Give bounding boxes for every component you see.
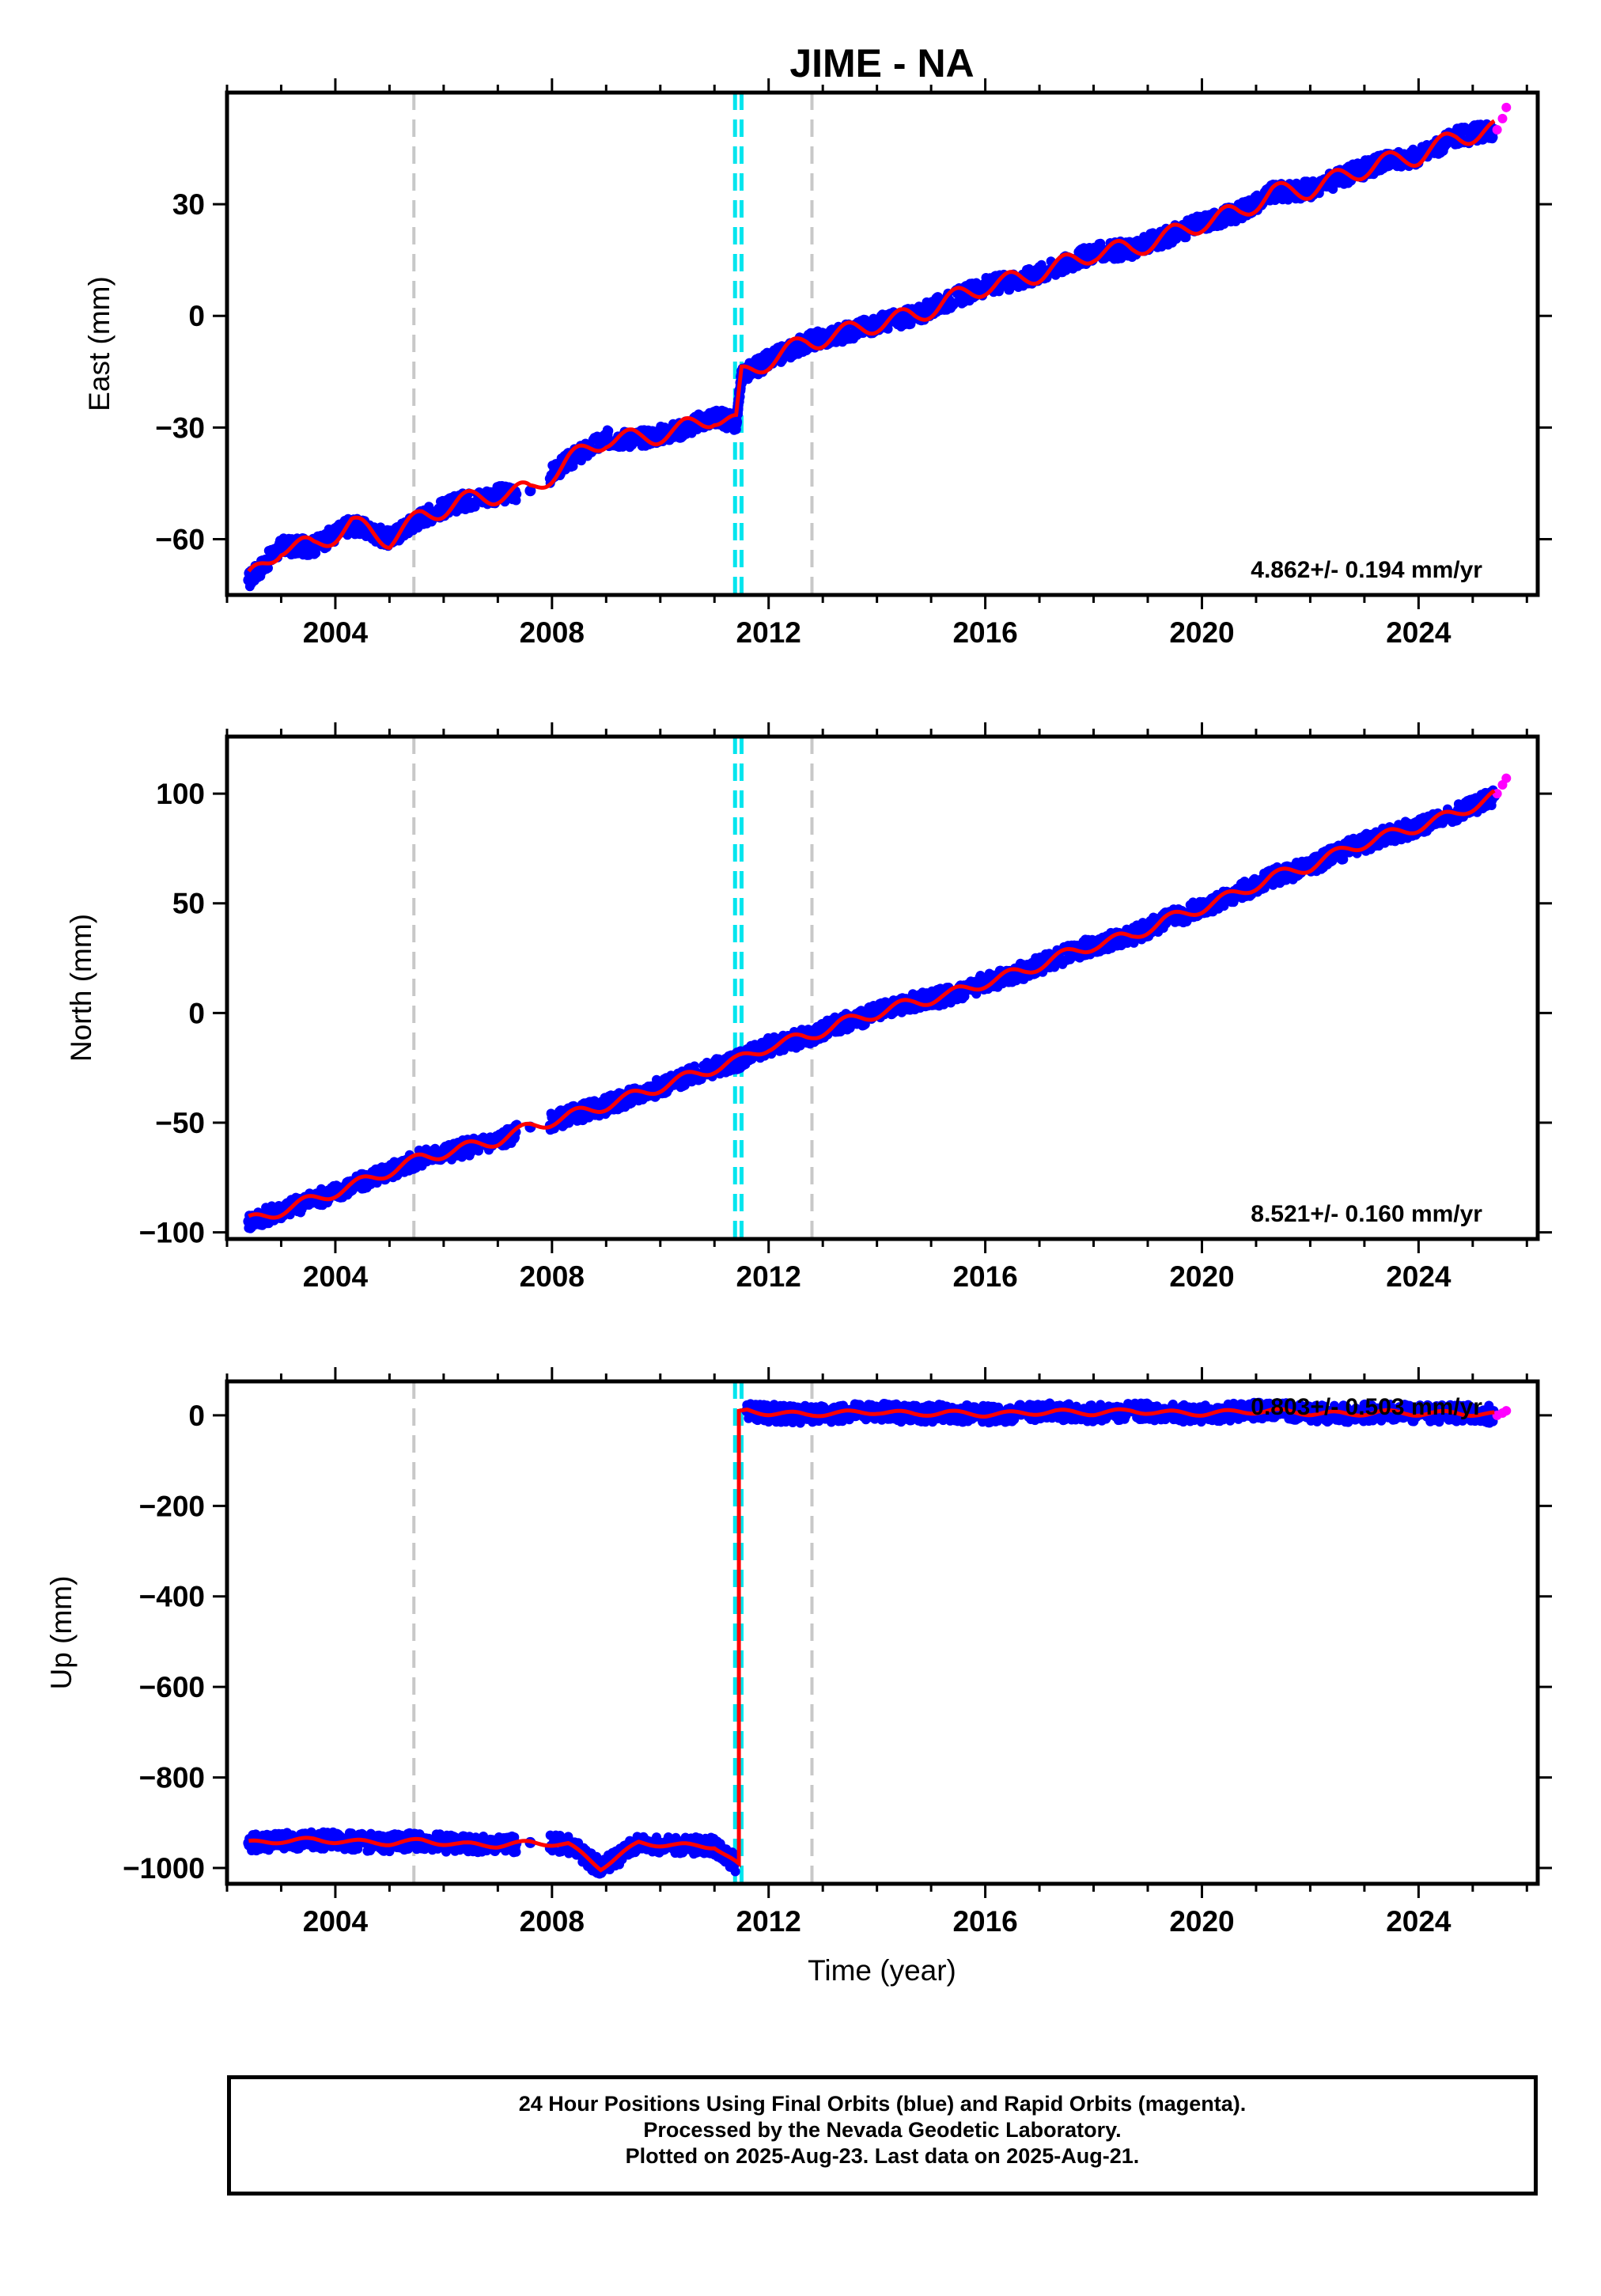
- rapid-orbit-point: [1501, 102, 1512, 112]
- final-orbit-point: [524, 485, 536, 497]
- final-orbit-point: [730, 1866, 740, 1877]
- final-orbit-point: [492, 489, 504, 500]
- final-orbit-point: [959, 991, 970, 1002]
- x-tick-label: 2016: [952, 1260, 1017, 1293]
- rapid-orbit-point: [1501, 773, 1512, 783]
- x-tick-label: 2004: [303, 616, 369, 649]
- final-orbit-point: [709, 411, 721, 422]
- final-orbit-point: [1328, 184, 1338, 194]
- x-tick-label: 2020: [1169, 1260, 1234, 1293]
- y-tick-label: −30: [155, 411, 205, 444]
- final-orbit-point: [730, 418, 742, 430]
- plot-area: [243, 737, 1512, 1239]
- rate-label: 8.521+/- 0.160 mm/yr: [1251, 1201, 1482, 1227]
- final-orbit-point: [243, 574, 255, 586]
- final-orbit-point: [512, 489, 522, 499]
- x-tick-label: 2004: [303, 1260, 369, 1293]
- rate-label: 4.862+/- 0.194 mm/yr: [1251, 557, 1482, 583]
- final-orbit-point: [971, 989, 982, 999]
- plot-area: [243, 93, 1512, 595]
- y-tick-label: −60: [155, 523, 205, 555]
- final-orbit-points: [243, 785, 1501, 1233]
- final-orbit-point: [600, 433, 612, 445]
- y-tick-label: 0: [188, 997, 205, 1029]
- final-orbit-point: [871, 317, 883, 329]
- y-tick-label: 30: [172, 188, 205, 221]
- north-panel: 2004 2008 2012 2016 2020 2024 −100 −50 0 50 100 Nor…: [65, 722, 1552, 1293]
- final-orbit-point: [511, 1847, 521, 1857]
- final-orbit-points: [243, 119, 1501, 592]
- y-tick-label: −50: [155, 1107, 205, 1139]
- y-tick-label: 50: [172, 888, 205, 920]
- x-tick-label: 2008: [520, 616, 585, 649]
- final-orbit-points: [243, 1397, 1501, 1879]
- y-tick-label: −100: [139, 1217, 205, 1249]
- y-axis-label: North (mm): [65, 914, 97, 1062]
- x-tick-label: 2008: [520, 1260, 585, 1293]
- final-orbit-point: [275, 540, 287, 552]
- y-tick-label: 100: [156, 778, 205, 810]
- x-tick-label: 2024: [1386, 616, 1451, 649]
- x-tick-label: 2016: [952, 616, 1017, 649]
- final-orbit-point: [979, 280, 991, 292]
- plot-frame: [225, 90, 1540, 597]
- rapid-orbit-point: [1492, 125, 1502, 135]
- final-orbit-point: [1196, 217, 1208, 229]
- final-orbit-point: [243, 1215, 255, 1227]
- plot-frame: [225, 734, 1540, 1241]
- model-fit-line: [248, 789, 1496, 1220]
- final-orbit-point: [1304, 184, 1316, 195]
- figure-title: JIME - NA: [789, 41, 974, 85]
- final-orbit-point: [1088, 247, 1100, 259]
- y-tick-label: 0: [188, 300, 205, 332]
- x-tick-label: 2020: [1169, 616, 1234, 649]
- model-fit-line: [247, 119, 1496, 573]
- x-tick-label: 2012: [736, 1260, 801, 1293]
- x-tick-label: 2024: [1386, 1260, 1451, 1293]
- y-axis-label: East (mm): [83, 276, 115, 411]
- final-orbit-point: [474, 1146, 483, 1156]
- x-tick-label: 2012: [736, 616, 801, 649]
- up-panel: 2004 2008 2012 2016 2020 2024−1000−800−600−40…: [45, 1367, 1552, 1938]
- plot-area: [243, 1381, 1512, 1884]
- east-panel: 2004 2008 2012 2016 2020 2024 −60 −30 0 30 East (m…: [83, 78, 1552, 649]
- rapid-orbit-point: [1497, 113, 1508, 123]
- final-orbit-point: [763, 354, 774, 366]
- final-orbit-point: [1413, 150, 1425, 161]
